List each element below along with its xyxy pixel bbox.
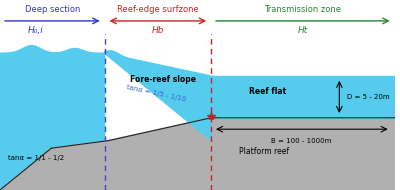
Text: Transmission zone: Transmission zone bbox=[264, 5, 341, 14]
Text: H₀,i: H₀,i bbox=[28, 26, 43, 35]
Text: Fore-reef slope: Fore-reef slope bbox=[130, 75, 196, 84]
Polygon shape bbox=[0, 118, 394, 190]
Text: Hb: Hb bbox=[152, 26, 164, 35]
Text: Reef flat: Reef flat bbox=[248, 87, 286, 96]
Polygon shape bbox=[104, 51, 211, 141]
Text: D = 5 - 20m: D = 5 - 20m bbox=[347, 94, 390, 100]
Text: Platform reef: Platform reef bbox=[239, 147, 290, 157]
Text: B = 100 - 1000m: B = 100 - 1000m bbox=[271, 138, 331, 144]
Text: tanα = 1/5 - 1/10: tanα = 1/5 - 1/10 bbox=[126, 84, 187, 102]
Text: Deep section: Deep section bbox=[24, 5, 80, 14]
Polygon shape bbox=[0, 46, 104, 190]
Text: Ht: Ht bbox=[298, 26, 308, 35]
Text: Reef-edge surfzone: Reef-edge surfzone bbox=[117, 5, 199, 14]
Text: tanα = 1/1 - 1/2: tanα = 1/1 - 1/2 bbox=[8, 155, 64, 161]
Polygon shape bbox=[211, 76, 394, 118]
